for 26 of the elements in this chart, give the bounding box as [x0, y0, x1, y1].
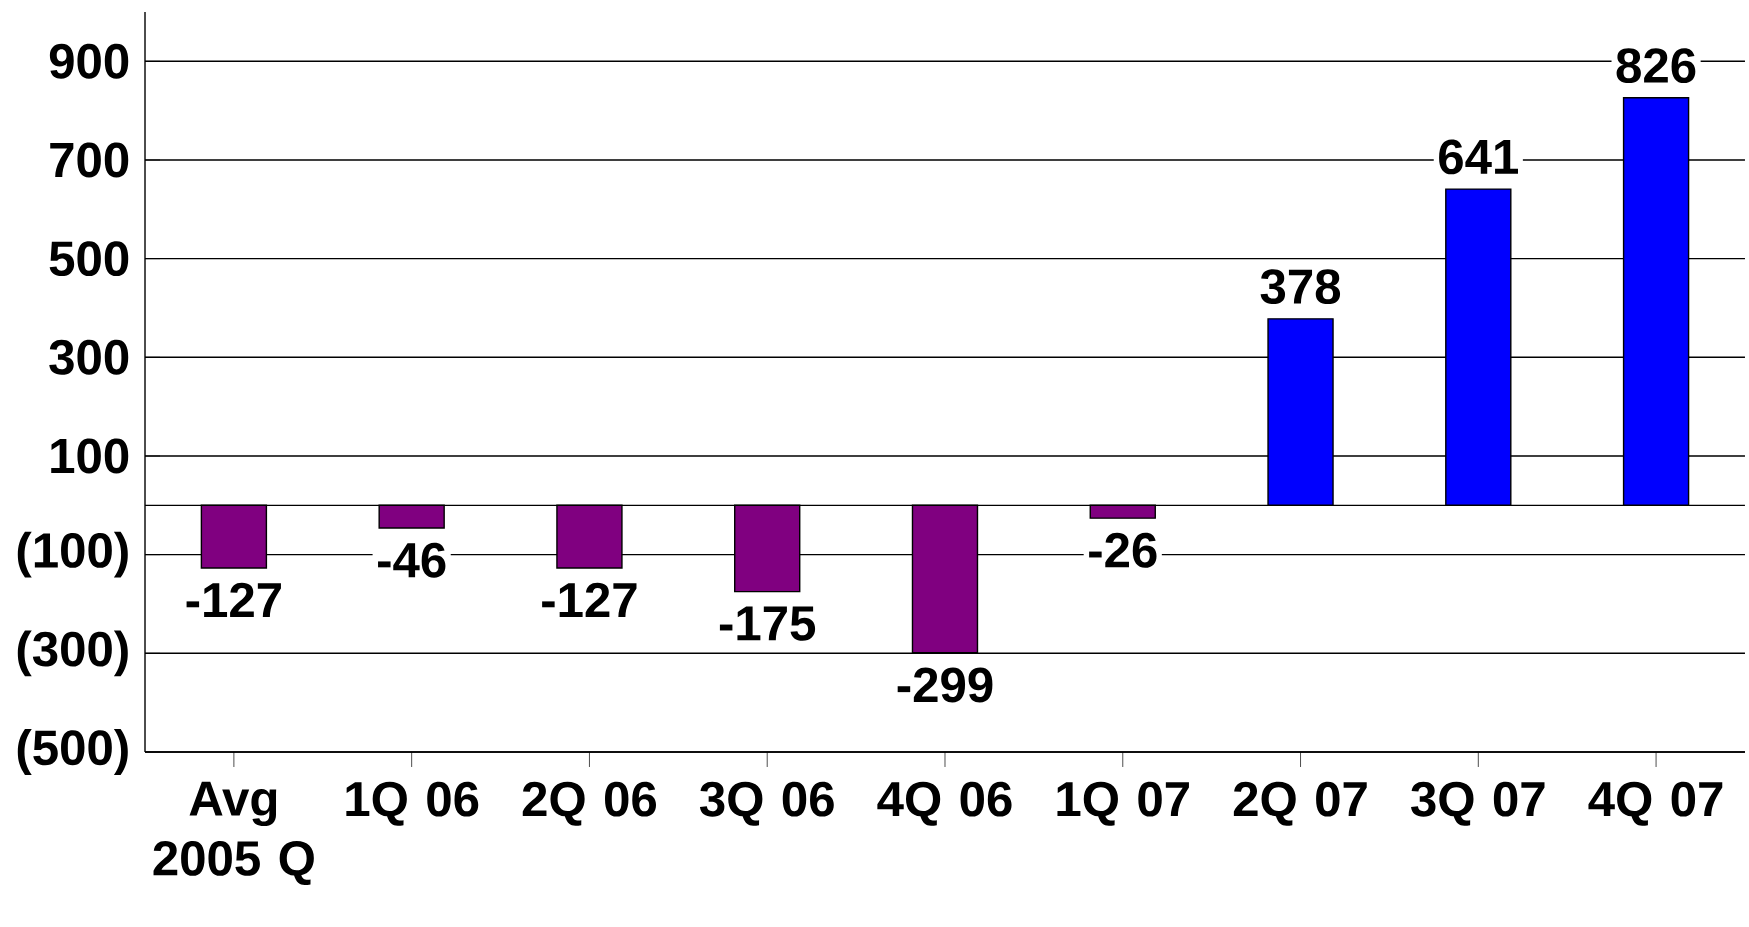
- data-label: -26: [1089, 532, 1157, 568]
- x-tick-label: 2Q 07: [1233, 781, 1367, 826]
- y-tick-label: 300: [49, 339, 129, 375]
- y-tick-label: 500: [49, 241, 129, 277]
- data-label: -299: [897, 667, 993, 703]
- x-tick-label: 2Q 06: [522, 781, 657, 826]
- data-label: 378: [1260, 269, 1341, 305]
- y-tick-label: 100: [51, 438, 129, 474]
- data-label: -175: [719, 606, 816, 641]
- data-label: -127: [186, 582, 281, 618]
- x-tick-label: 1Q 07: [1057, 781, 1189, 826]
- data-label: 641: [1439, 139, 1518, 175]
- x-tick-label: 1Q 06: [346, 781, 479, 826]
- y-tick-label: 700: [50, 142, 129, 178]
- x-tick-label: 3Q 06: [699, 781, 834, 826]
- x-tick-label: 4Q 06: [877, 781, 1012, 826]
- data-label: -46: [378, 542, 446, 578]
- x-tick-label: 3Q 07: [1411, 781, 1545, 826]
- y-tick-label: (500): [17, 729, 128, 775]
- y-tick-label: 900: [49, 43, 129, 79]
- y-tick-label: (300): [17, 630, 128, 677]
- x-tick-label: Avg 2005 Q: [153, 781, 314, 886]
- data-label: -127: [542, 582, 637, 618]
- x-tick-label: 4Q 07: [1588, 781, 1723, 826]
- y-tick-label: (100): [17, 531, 128, 578]
- data-label: 826: [1616, 48, 1696, 84]
